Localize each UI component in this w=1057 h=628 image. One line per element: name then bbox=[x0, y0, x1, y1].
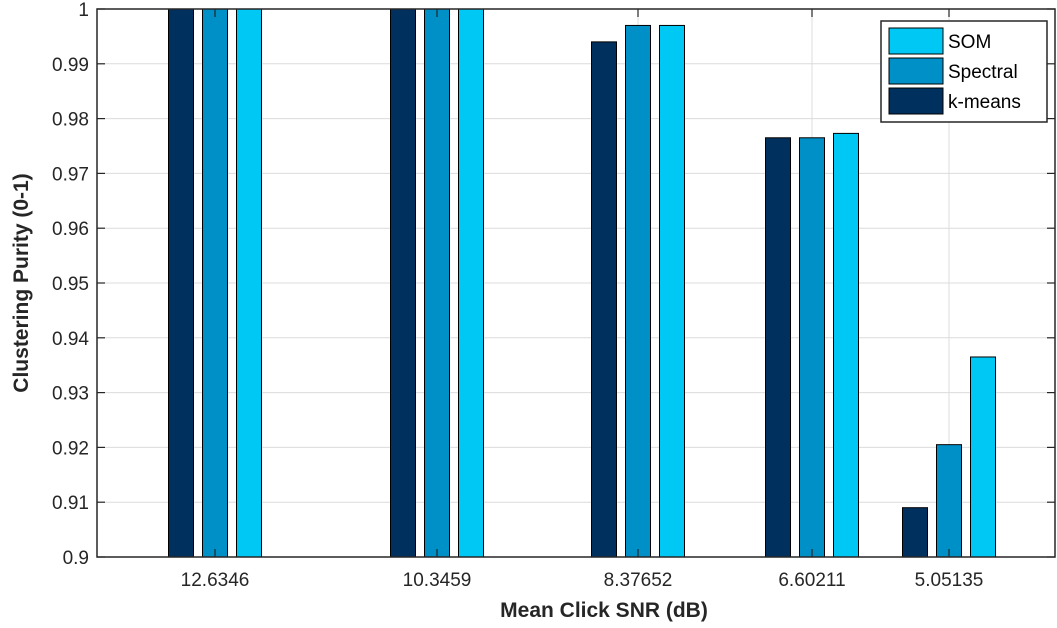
bar-som-2 bbox=[659, 24, 685, 558]
legend-swatch-spectral bbox=[888, 57, 944, 85]
y-tick-label: 0.92 bbox=[52, 438, 89, 459]
axis-ticks: 0.9 0.91 0.92 0.93 0.94 0.95 0.96 0.97 0.98 0.99 1… bbox=[52, 0, 1055, 591]
y-tick-label: 0.95 bbox=[52, 274, 89, 295]
bar-spectral-4 bbox=[936, 444, 962, 558]
legend: SOM Spectral k-means bbox=[880, 20, 1048, 123]
x-tick-label: 10.3459 bbox=[403, 570, 472, 591]
bar-spectral-2 bbox=[625, 24, 651, 558]
y-tick-label: 0.9 bbox=[63, 548, 89, 569]
bar-k-means-3 bbox=[765, 137, 791, 558]
y-tick-label: 0.94 bbox=[52, 329, 89, 350]
legend-label: k-means bbox=[948, 92, 1021, 113]
legend-swatch-som bbox=[888, 27, 944, 55]
y-axis-title: Clustering Purity (0-1) bbox=[10, 173, 33, 392]
bar-som-1 bbox=[458, 8, 484, 558]
bar-som-4 bbox=[970, 356, 996, 558]
bar-k-means-4 bbox=[902, 507, 928, 558]
bar-spectral-0 bbox=[202, 8, 228, 558]
legend-label: Spectral bbox=[948, 62, 1018, 83]
bar-k-means-0 bbox=[168, 8, 194, 558]
x-tick-label: 8.37652 bbox=[604, 570, 673, 591]
bar-spectral-3 bbox=[799, 137, 825, 558]
y-tick-label: 0.93 bbox=[52, 384, 89, 405]
y-tick-label: 0.98 bbox=[52, 110, 89, 131]
bar-som-0 bbox=[236, 8, 262, 558]
x-tick-label: 5.05135 bbox=[915, 570, 984, 591]
legend-swatch-k-means bbox=[888, 87, 944, 115]
bar-spectral-1 bbox=[424, 8, 450, 558]
bars bbox=[168, 8, 996, 558]
bar-k-means-1 bbox=[390, 8, 416, 558]
legend-label: SOM bbox=[948, 32, 991, 53]
y-tick-label: 0.91 bbox=[52, 493, 89, 514]
bar-k-means-2 bbox=[591, 41, 617, 558]
x-tick-label: 12.6346 bbox=[181, 570, 250, 591]
y-tick-label: 0.96 bbox=[52, 219, 89, 240]
x-tick-label: 6.60211 bbox=[778, 570, 845, 591]
bar-som-3 bbox=[833, 132, 859, 558]
x-axis-title: Mean Click SNR (dB) bbox=[500, 599, 708, 622]
y-tick-label: 0.99 bbox=[52, 55, 89, 76]
y-tick-label: 1 bbox=[78, 0, 89, 21]
y-tick-label: 0.97 bbox=[52, 164, 89, 185]
